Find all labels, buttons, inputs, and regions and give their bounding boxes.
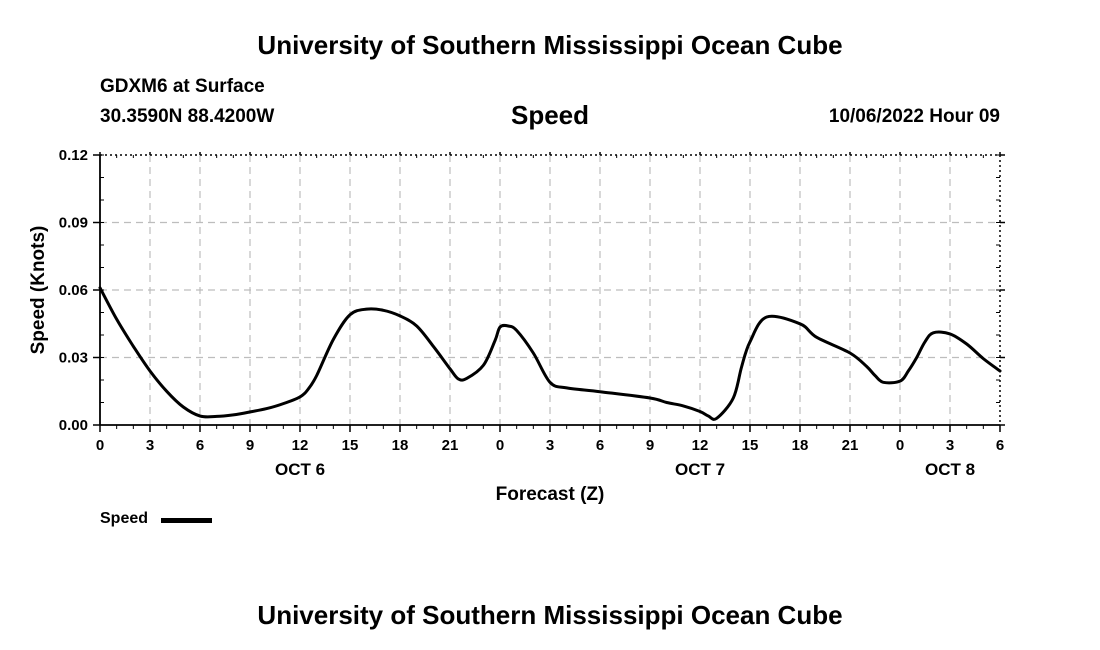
x-tick-label: 6 [596,437,604,454]
y-axis-title: Speed (Knots) [28,226,49,355]
y-tick-label: 0.06 [59,282,88,299]
x-tick-label: 9 [246,437,254,454]
legend-label: Speed [100,510,149,527]
station-coordinates: 30.3590N 88.4200W [100,106,275,127]
x-tick-label: 0 [496,437,504,454]
axes [93,152,1005,432]
date-label: OCT 7 [675,460,725,479]
y-tick-label: 0.00 [59,417,88,434]
date-label: OCT 8 [925,460,975,479]
x-tick-label: 18 [792,437,809,454]
forecast-datetime: 10/06/2022 Hour 09 [828,106,1000,127]
x-tick-label: 0 [96,437,104,454]
y-tick-label: 0.09 [59,215,88,232]
x-tick-label: 21 [842,437,859,454]
x-tick-label: 12 [292,437,309,454]
axis-labels: 0 3 6 9 12 15 18 21 0 3 6 9 12 15 18 21 0 3 6 0.00 0.03 0.06 0… [28,147,1004,505]
y-tick-label: 0.03 [59,350,88,367]
footer-title: University of Southern Mississippi Ocean… [257,600,843,630]
x-axis-title: Forecast (Z) [496,484,605,505]
station-label: GDXM6 at Surface [100,76,265,97]
date-label: OCT 6 [275,460,325,479]
x-tick-label: 15 [342,437,359,454]
legend-line-swatch [161,518,212,523]
x-tick-label: 18 [392,437,409,454]
x-tick-label: 6 [996,437,1004,454]
grid [100,155,1000,425]
x-tick-label: 3 [946,437,954,454]
x-tick-label: 21 [442,437,459,454]
speed-series-line [98,286,1002,421]
y-tick-label: 0.12 [59,147,88,164]
x-tick-label: 15 [742,437,759,454]
x-tick-label: 3 [546,437,554,454]
x-tick-label: 9 [646,437,654,454]
series-layer [98,286,1002,421]
x-tick-label: 0 [896,437,904,454]
chart-main-title: University of Southern Mississippi Ocean… [257,30,843,60]
x-tick-label: 6 [196,437,204,454]
x-tick-label: 12 [692,437,709,454]
x-tick-label: 3 [146,437,154,454]
plot-title: Speed [510,100,590,130]
